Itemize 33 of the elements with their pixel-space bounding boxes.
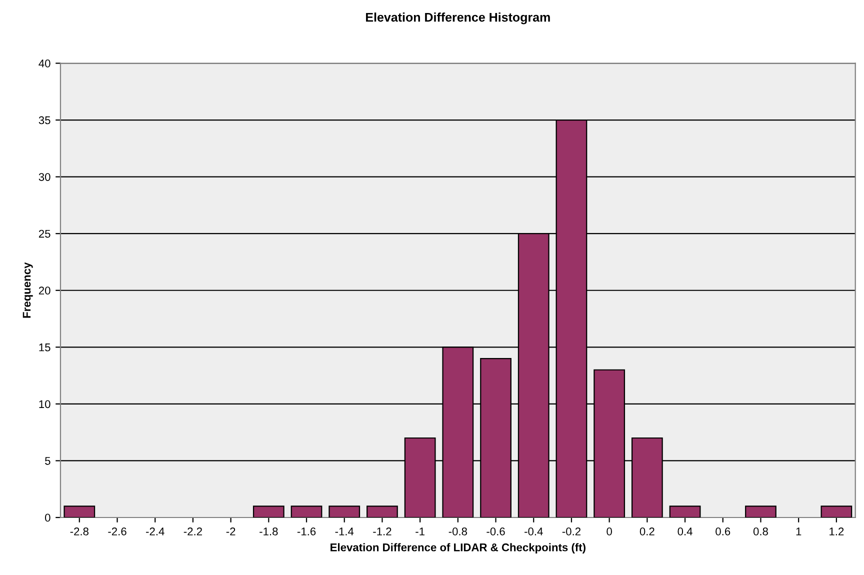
x-tick-label: 0.4: [678, 528, 692, 536]
x-tick-label: 0.6: [716, 528, 730, 536]
x-tick-label: -2.6: [108, 528, 126, 536]
x-axis-title: Elevation Difference of LIDAR & Checkpoints (ft): [330, 543, 586, 554]
y-tick-label: 5: [45, 457, 50, 465]
x-tick-label: -1.4: [335, 528, 354, 536]
y-tick-label: 30: [38, 173, 50, 181]
x-tick-label: -1: [416, 528, 424, 536]
x-tick-label: 0.2: [640, 528, 654, 536]
x-tick-label: -0.8: [448, 528, 468, 536]
y-tick-label: 10: [39, 400, 50, 408]
x-tick-label: 1.2: [830, 528, 844, 536]
x-tick-label: -1.6: [297, 528, 316, 536]
y-tick-label: 0: [45, 514, 50, 522]
x-tick-label: -1.8: [260, 528, 278, 536]
x-tick-label: -2.8: [70, 528, 88, 536]
x-tick-label: -0.2: [562, 528, 580, 536]
y-tick-label: 40: [38, 60, 50, 68]
y-axis-title: Frequency: [22, 262, 33, 318]
chart-title: Elevation Difference Histogram: [366, 12, 550, 24]
y-tick-label: 35: [38, 116, 50, 124]
y-tick-label: 25: [38, 230, 50, 238]
x-tick-label: -0.6: [486, 528, 505, 536]
y-tick-label: 15: [39, 344, 50, 352]
x-tick-label: -1.2: [373, 528, 392, 536]
x-tick-label: 1: [796, 528, 802, 536]
x-tick-label: -0.4: [524, 528, 543, 536]
x-tick-label: 0: [606, 528, 612, 536]
x-tick-label: -2: [226, 528, 236, 536]
x-tick-label: 0.8: [753, 528, 768, 536]
y-tick-label: 20: [38, 286, 50, 295]
x-tick-label: -2.4: [146, 528, 164, 536]
x-tick-label: -2.2: [184, 528, 202, 536]
